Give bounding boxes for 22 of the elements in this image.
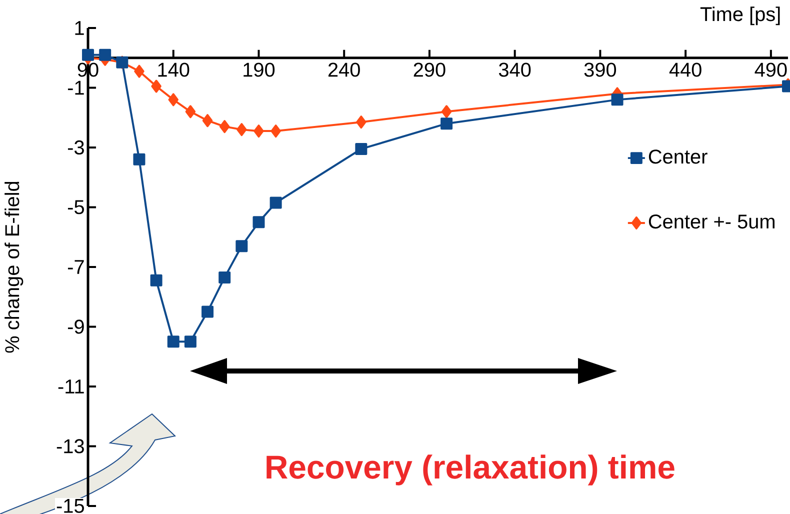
x-tick-label: 490	[754, 62, 787, 77]
x-tick-label: 190	[244, 62, 275, 77]
x-tick-label: 290	[414, 62, 446, 77]
x-tick-label: 440	[669, 62, 702, 77]
legend-label: Center	[648, 150, 708, 164]
x-tick-label: 240	[328, 62, 360, 77]
y-tick-label: -9	[68, 320, 84, 334]
y-tick-label: -13	[56, 439, 84, 454]
legend-label: Center +- 5um	[648, 214, 774, 229]
y-tick-label: -11	[58, 380, 84, 394]
x-tick-label: 390	[584, 62, 616, 77]
y-axis-title: % change of E-field	[4, 182, 24, 353]
y-tick-label: -7	[68, 260, 84, 274]
y-tick-label: -15	[56, 499, 84, 513]
x-axis-title: Time [ps]	[700, 6, 780, 26]
y-tick-label: 1	[75, 21, 84, 35]
y-tick-label: -5	[68, 200, 84, 214]
y-tick-label: -1	[68, 80, 84, 95]
x-tick-label: 340	[498, 62, 531, 77]
x-tick-label: 140	[158, 62, 190, 77]
y-tick-label: -3	[68, 140, 84, 155]
annotation: Recovery (relaxation) time	[266, 454, 674, 486]
